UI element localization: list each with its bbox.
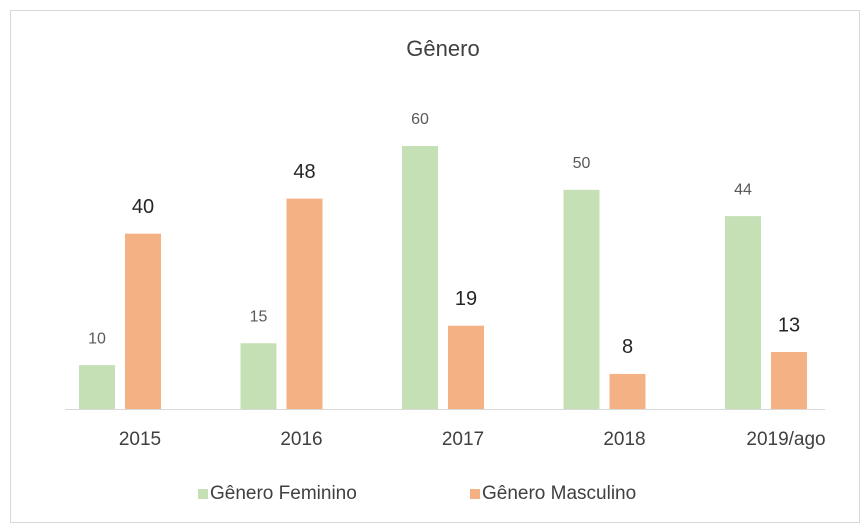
x-tick-label: 2017 bbox=[442, 429, 484, 450]
data-label: 50 bbox=[573, 155, 591, 172]
data-label: 48 bbox=[293, 161, 315, 183]
bar bbox=[402, 146, 438, 409]
data-label: 19 bbox=[455, 288, 477, 310]
data-label: 15 bbox=[250, 308, 268, 325]
bar bbox=[125, 233, 161, 409]
data-label: 60 bbox=[411, 111, 429, 128]
data-label: 13 bbox=[778, 314, 800, 336]
bar bbox=[563, 189, 600, 409]
legend-swatch bbox=[470, 489, 480, 499]
bar bbox=[79, 365, 115, 409]
bar bbox=[448, 325, 484, 409]
bar bbox=[609, 373, 646, 409]
legend-label: Gênero Feminino bbox=[210, 483, 357, 504]
data-label: 40 bbox=[132, 196, 154, 218]
x-tick-label: 2016 bbox=[280, 429, 322, 450]
bar bbox=[771, 352, 807, 409]
bar bbox=[725, 216, 761, 409]
chart-title: Gênero bbox=[406, 36, 479, 61]
data-label: 10 bbox=[88, 330, 106, 347]
x-tick-label: 2015 bbox=[119, 429, 161, 450]
x-tick-label: 2018 bbox=[603, 429, 645, 450]
legend-swatch bbox=[198, 489, 208, 499]
data-label: 44 bbox=[734, 181, 752, 198]
bar bbox=[286, 198, 323, 409]
legend-label: Gênero Masculino bbox=[482, 483, 636, 504]
x-tick-label: 2019/ago bbox=[746, 429, 825, 450]
data-label: 8 bbox=[622, 336, 633, 358]
bar bbox=[240, 343, 277, 409]
